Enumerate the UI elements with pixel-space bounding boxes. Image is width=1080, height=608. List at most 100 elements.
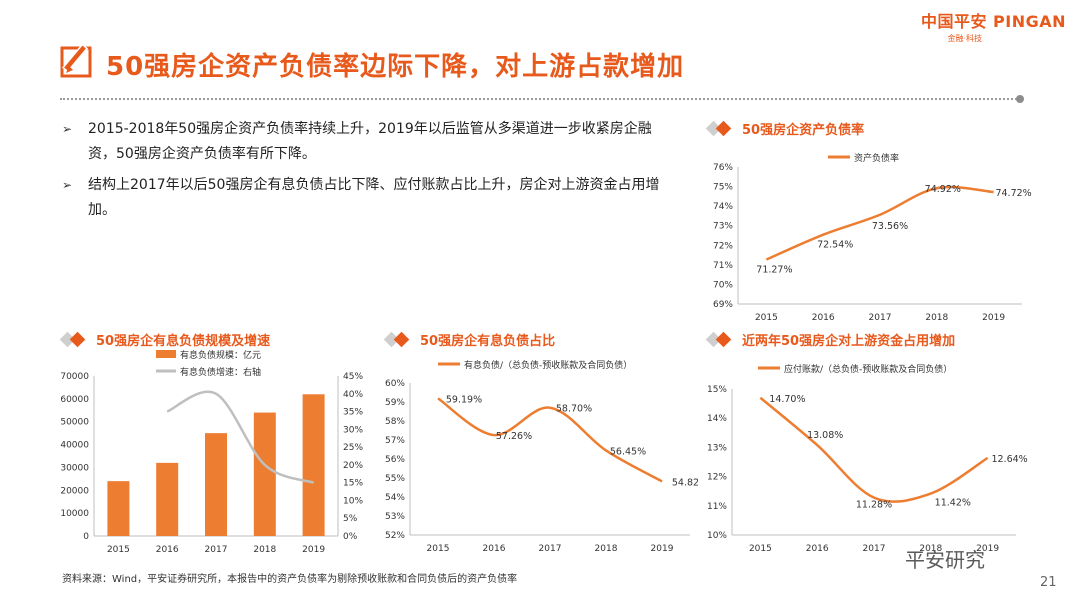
chart-header-payables-share: 近两年50强房企对上游资金占用增加 (705, 330, 956, 349)
bar (107, 481, 130, 536)
data-label: 74.72% (995, 188, 1031, 199)
page-number: 21 (1040, 575, 1057, 590)
legend-label: 有息负债/（总负债-预收账款及合同负债） (464, 359, 632, 371)
title-divider (60, 98, 1020, 100)
y-tick-label: 13% (707, 443, 727, 453)
y-tick-label: 60000 (60, 395, 89, 405)
y2-tick-label: 20% (343, 461, 363, 471)
x-tick-label: 2015 (755, 313, 778, 323)
data-label: 71.27% (756, 265, 792, 276)
brand-tagline: 金融·科技 (947, 34, 982, 43)
y-tick-label: 54% (385, 493, 405, 503)
y2-tick-label: 30% (343, 425, 363, 435)
data-label: 72.54% (817, 240, 853, 251)
data-label: 11.28% (856, 500, 892, 511)
data-label: 59.19% (446, 394, 482, 405)
data-label: 11.42% (935, 498, 971, 509)
y-tick-label: 15% (707, 385, 727, 395)
y-tick-label: 74% (713, 202, 733, 212)
edit-icon (60, 44, 92, 78)
chart-header-interest-share: 50强房企有息负债占比 (383, 330, 556, 349)
y-tick-label: 53% (385, 512, 405, 522)
chart-title: 50强房企有息负债规模及增速 (96, 334, 271, 349)
y2-tick-label: 35% (343, 408, 363, 418)
y-tick-label: 70% (713, 280, 733, 290)
chart-title: 近两年50强房企对上游资金占用增加 (742, 334, 956, 349)
y-tick-label: 52% (385, 531, 405, 541)
y2-tick-label: 40% (343, 390, 363, 400)
x-tick-label: 2016 (156, 545, 179, 555)
data-label: 58.70% (556, 404, 592, 415)
x-tick-label: 2018 (253, 545, 276, 555)
y-tick-label: 55% (385, 474, 405, 484)
y-tick-label: 11% (707, 502, 727, 512)
series-line (759, 396, 989, 503)
y2-tick-label: 25% (343, 443, 363, 453)
diamond-icon (383, 331, 414, 347)
x-tick-label: 2019 (302, 545, 325, 555)
data-label: 54.82% (672, 477, 698, 488)
bar (302, 394, 325, 536)
bullet-list: ➢ 2015-2018年50强房企资产负债率持续上升，2019年以后监管从多渠道… (62, 117, 662, 229)
data-label: 73.56% (872, 221, 908, 232)
y2-tick-label: 15% (343, 479, 363, 489)
y-tick-label: 10% (707, 531, 727, 541)
y2-tick-label: 5% (343, 514, 358, 524)
data-label: 12.64% (991, 454, 1027, 465)
y-tick-label: 40000 (60, 441, 89, 451)
data-label: 14.70% (769, 394, 805, 405)
chart-interest-share: 有息负债/（总负债-预收账款及合同负债） 52% 53% 54% 55% 56% 57% 58… (385, 359, 698, 554)
chart-title: 50强房企资产负债率 (742, 123, 865, 138)
bullet-arrow-icon: ➢ (62, 178, 73, 192)
y-tick-label: 57% (385, 436, 405, 446)
bullet-text: 结构上2017年以后50强房企有息负债占比下降、应付账款占比上升，房企对上游资金… (88, 177, 660, 218)
data-label: 56.45% (610, 446, 646, 457)
bar (253, 412, 276, 536)
x-tick-label: 2018 (595, 544, 618, 554)
y-tick-label: 14% (707, 414, 727, 424)
chart-debt-ratio: 资产负债率 69% 70% 71% 72% 73% 74% 75% 76% 2015 2016 201… (713, 152, 1032, 323)
y-tick-label: 60% (385, 379, 405, 389)
x-tick-label: 2019 (976, 544, 999, 554)
data-label: 57.26% (496, 431, 532, 442)
x-tick-label: 2015 (427, 544, 450, 554)
legend-swatch (156, 350, 176, 358)
diamond-icon (705, 120, 736, 136)
y-tick-label: 70000 (60, 372, 89, 382)
brand-name: 中国平安 PINGAN (920, 12, 1066, 31)
y-tick-label: 0 (83, 532, 89, 542)
bar (156, 462, 179, 536)
x-tick-label: 2017 (539, 544, 562, 554)
y-tick-label: 75% (713, 183, 733, 193)
x-tick-label: 2018 (925, 313, 948, 323)
y2-tick-label: 45% (343, 372, 363, 382)
y-tick-label: 58% (385, 417, 405, 427)
legend-label: 应付账款/（总负债-预收账款及合同负债） (784, 363, 952, 375)
y-tick-label: 20000 (60, 486, 89, 496)
chart-payables-share: 应付账款/（总负债-预收账款及合同负债） 10% 11% 12% 13% 14% 15% 20… (707, 363, 1028, 554)
brand-logo: 中国平安 PINGAN 金融·科技 (921, 8, 1066, 44)
divider-dot (1016, 95, 1024, 103)
y-tick-label: 12% (707, 473, 727, 483)
y-tick-label: 56% (385, 455, 405, 465)
y-tick-label: 76% (713, 163, 733, 173)
y2-tick-label: 0% (343, 532, 358, 542)
x-tick-label: 2017 (863, 544, 886, 554)
x-tick-label: 2015 (107, 545, 130, 555)
x-tick-label: 2015 (749, 544, 772, 554)
watermark: 平安研究 (905, 548, 985, 572)
bullet-text: 2015-2018年50强房企资产负债率持续上升，2019年以后监管从多渠道进一… (88, 121, 652, 162)
legend-label: 资产负债率 (854, 152, 899, 164)
legend-label: 有息负债增速：右轴 (180, 366, 261, 378)
growth-line (166, 390, 315, 484)
y-tick-label: 59% (385, 398, 405, 408)
y-tick-label: 10000 (60, 509, 89, 519)
data-label: 13.08% (807, 430, 843, 441)
bullet-item: ➢ 2015-2018年50强房企资产负债率持续上升，2019年以后监管从多渠道… (62, 117, 662, 167)
chart-title: 50强房企有息负债占比 (420, 334, 556, 349)
x-tick-label: 2019 (651, 544, 674, 554)
x-tick-label: 2017 (205, 545, 228, 555)
x-tick-label: 2016 (806, 544, 829, 554)
y-tick-label: 71% (713, 261, 733, 271)
